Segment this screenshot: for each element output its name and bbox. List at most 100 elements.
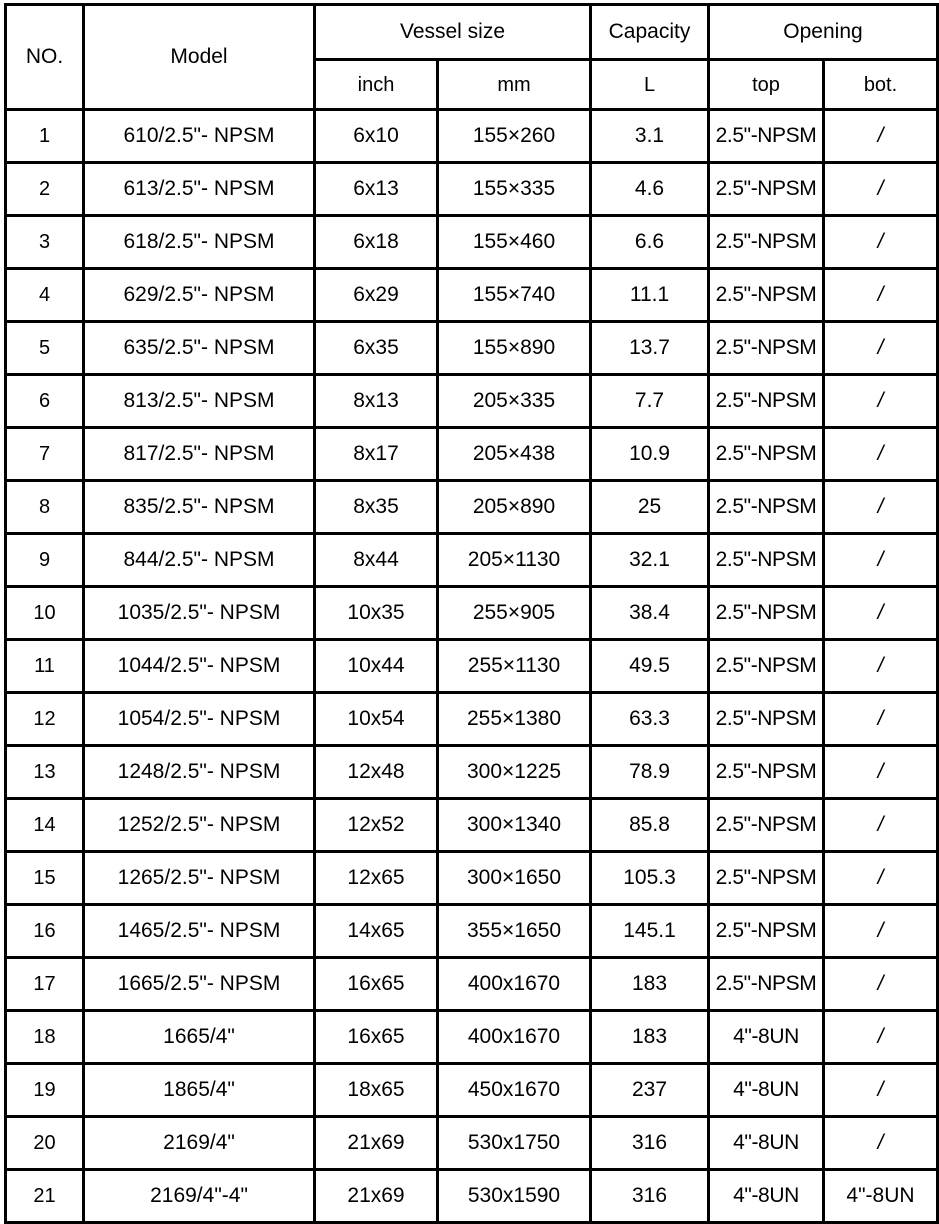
cell-opening-top: 2.5"-NPSM <box>707 214 825 270</box>
table-row: 20 2169/4" 21x69 530x1750 316 4"-8UN / <box>4 1115 939 1171</box>
cell-capacity: 78.9 <box>589 744 710 800</box>
column-header-liters: L <box>589 58 710 111</box>
cell-no: 3 <box>4 214 85 270</box>
table-body: 1 610/2.5"- NPSM 6x10 155×260 3.1 2.5"-NPSM/2… <box>4 108 939 1224</box>
cell-opening-bot: / <box>822 267 939 323</box>
cell-opening-bot: / <box>822 797 939 853</box>
cell-no: 2 <box>4 161 85 217</box>
cell-size-mm: 530x1590 <box>436 1168 592 1224</box>
table-row: 17 1665/2.5"- NPSM 16x65 400x1670 183 2.5"-NP… <box>4 956 939 1012</box>
table-row: 2 613/2.5"- NPSM 6x13 155×335 4.6 2.5"-NPSM / <box>4 161 939 217</box>
cell-opening-top: 2.5"-NPSM <box>707 638 825 694</box>
table-row: 11 1044/2.5"- NPSM 10x44 255×1130 49.5 2.5"-N… <box>4 638 939 694</box>
cell-opening-top: 2.5"-NPSM <box>707 320 825 376</box>
cell-opening-bot: 4"-8UN <box>822 1168 939 1224</box>
cell-opening-bot: / <box>822 691 939 747</box>
cell-opening-bot: / <box>822 850 939 906</box>
cell-size-inch: 12x52 <box>313 797 439 853</box>
cell-capacity: 237 <box>589 1062 710 1118</box>
column-header-no: NO. <box>4 3 85 111</box>
cell-size-mm: 155×260 <box>436 108 592 164</box>
cell-size-mm: 300×1340 <box>436 797 592 853</box>
cell-capacity: 105.3 <box>589 850 710 906</box>
cell-size-mm: 255×905 <box>436 585 592 641</box>
cell-size-inch: 8x44 <box>313 532 439 588</box>
cell-no: 14 <box>4 797 85 853</box>
cell-size-inch: 16x65 <box>313 956 439 1012</box>
cell-size-inch: 6x29 <box>313 267 439 323</box>
cell-model: 813/2.5"- NPSM <box>82 373 316 429</box>
cell-size-mm: 205×890 <box>436 479 592 535</box>
table-row: 5 635/2.5"- NPSM 6x35 155×890 13.7 2.5"-NPSM / <box>4 320 939 376</box>
cell-model: 1665/2.5"- NPSM <box>82 956 316 1012</box>
cell-size-inch: 6x13 <box>313 161 439 217</box>
cell-model: 1248/2.5"- NPSM <box>82 744 316 800</box>
cell-opening-bot: / <box>822 479 939 535</box>
cell-opening-top: 2.5"-NPSM <box>707 850 825 906</box>
cell-no: 8 <box>4 479 85 535</box>
column-header-opening: Opening <box>707 3 939 61</box>
cell-opening-bot: / <box>822 108 939 164</box>
header-row-secondary: inch mm L top bot. <box>6 58 939 111</box>
cell-size-mm: 530x1750 <box>436 1115 592 1171</box>
cell-capacity: 11.1 <box>589 267 710 323</box>
cell-model: 1252/2.5"- NPSM <box>82 797 316 853</box>
table-row: 19 1865/4" 18x65 450x1670 237 4"-8UN / <box>4 1062 939 1118</box>
table-row: 7 817/2.5"- NPSM 8x17 205×438 10.9 2.5"-NPSM / <box>4 426 939 482</box>
cell-size-inch: 8x35 <box>313 479 439 535</box>
cell-size-inch: 12x65 <box>313 850 439 906</box>
column-header-opening-top: top <box>707 58 825 111</box>
cell-capacity: 3.1 <box>589 108 710 164</box>
cell-size-mm: 205×438 <box>436 426 592 482</box>
column-header-capacity: Capacity <box>589 3 710 61</box>
cell-model: 817/2.5"- NPSM <box>82 426 316 482</box>
cell-size-inch: 12x48 <box>313 744 439 800</box>
table-row: 18 1665/4" 16x65 400x1670 183 4"-8UN / <box>4 1009 939 1065</box>
cell-capacity: 38.4 <box>589 585 710 641</box>
table-row: 6 813/2.5"- NPSM 8x13 205×335 7.7 2.5"-NPSM / <box>4 373 939 429</box>
cell-opening-bot: / <box>822 532 939 588</box>
cell-size-inch: 6x35 <box>313 320 439 376</box>
cell-model: 844/2.5"- NPSM <box>82 532 316 588</box>
cell-size-mm: 400x1670 <box>436 1009 592 1065</box>
cell-size-mm: 300×1650 <box>436 850 592 906</box>
cell-size-mm: 300×1225 <box>436 744 592 800</box>
cell-capacity: 7.7 <box>589 373 710 429</box>
cell-no: 13 <box>4 744 85 800</box>
cell-no: 12 <box>4 691 85 747</box>
cell-no: 19 <box>4 1062 85 1118</box>
column-header-inch: inch <box>313 58 439 111</box>
cell-model: 1265/2.5"- NPSM <box>82 850 316 906</box>
cell-opening-top: 2.5"-NPSM <box>707 744 825 800</box>
cell-no: 5 <box>4 320 85 376</box>
cell-no: 7 <box>4 426 85 482</box>
cell-opening-bot: / <box>822 744 939 800</box>
cell-opening-bot: / <box>822 214 939 270</box>
table-row: 12 1054/2.5"- NPSM 10x54 255×1380 63.3 2.5"-N… <box>4 691 939 747</box>
table-row: 21 2169/4"-4" 21x69 530x1590 316 4"-8UN 4"-8UN <box>4 1168 939 1224</box>
cell-no: 15 <box>4 850 85 906</box>
cell-capacity: 85.8 <box>589 797 710 853</box>
cell-no: 4 <box>4 267 85 323</box>
cell-size-inch: 16x65 <box>313 1009 439 1065</box>
cell-model: 629/2.5"- NPSM <box>82 267 316 323</box>
header-row-primary: NO. Model Vessel size Capacity Opening <box>4 3 939 111</box>
cell-size-mm: 450x1670 <box>436 1062 592 1118</box>
cell-no: 20 <box>4 1115 85 1171</box>
cell-size-inch: 8x13 <box>313 373 439 429</box>
cell-size-inch: 21x69 <box>313 1168 439 1224</box>
table-row: 16 1465/2.5"- NPSM 14x65 355×1650 145.1 2.5"-… <box>4 903 939 959</box>
cell-size-mm: 400x1670 <box>436 956 592 1012</box>
cell-no: 1 <box>4 108 85 164</box>
table-row: 1 610/2.5"- NPSM 6x10 155×260 3.1 2.5"-NPSM / <box>4 108 939 164</box>
cell-model: 613/2.5"- NPSM <box>82 161 316 217</box>
column-header-model: Model <box>82 3 316 111</box>
cell-opening-top: 2.5"-NPSM <box>707 267 825 323</box>
cell-size-mm: 155×740 <box>436 267 592 323</box>
cell-model: 2169/4"-4" <box>82 1168 316 1224</box>
cell-model: 1665/4" <box>82 1009 316 1065</box>
table-row: 10 1035/2.5"- NPSM 10x35 255×905 38.4 2.5"-NP… <box>4 585 939 641</box>
cell-size-mm: 205×1130 <box>436 532 592 588</box>
table-header: NO. Model Vessel size Capacity Opening i… <box>4 3 939 111</box>
cell-model: 618/2.5"- NPSM <box>82 214 316 270</box>
